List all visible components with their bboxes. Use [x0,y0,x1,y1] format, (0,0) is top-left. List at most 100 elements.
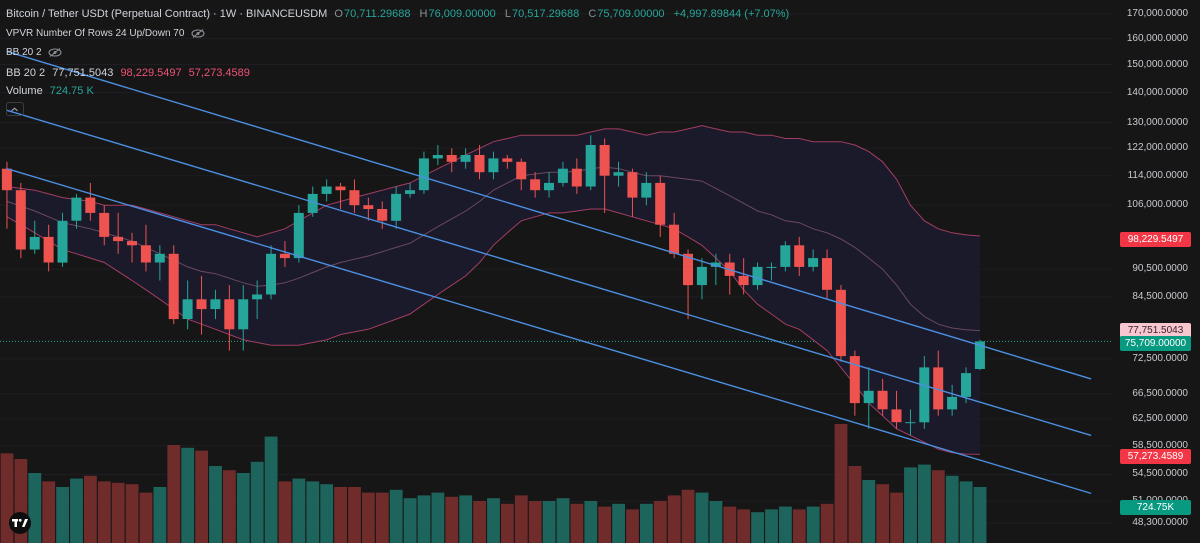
volume-bar [278,481,292,543]
candle-body [57,220,68,263]
bb-hidden-legend[interactable]: BB 20 2 [6,46,62,60]
candle-body [738,275,749,286]
bb-mid-price-label: 77,751.5043 [1120,323,1191,338]
bb-label: BB 20 2 [6,67,46,79]
volume-bar [153,487,167,543]
price-tick-label: 54,500.0000 [1132,468,1188,480]
volume-bar [195,450,208,543]
eye-hidden-icon[interactable] [191,28,205,38]
high-tag: H [419,8,428,20]
volume-bar [751,512,764,543]
volume-bar [459,495,473,543]
volume-bar [598,506,612,543]
volume-bar [848,466,862,543]
volume-bar [765,509,778,543]
candle-body [474,155,485,173]
candle-body [405,190,415,194]
eye-hidden-icon[interactable] [48,47,62,57]
vpvr-legend[interactable]: VPVR Number Of Rows 24 Up/Down 70 [6,27,205,41]
candle-body [460,155,471,162]
price-tick-label: 72,500.0000 [1132,352,1188,364]
change-value: +4,997.89844 (+7.07%) [673,8,790,20]
candle-body [71,197,82,221]
candle-body [571,168,582,187]
volume-bar [320,484,334,543]
volume-bar [528,501,542,543]
volume-bar [223,470,236,543]
bollinger-upper-line [6,125,980,238]
volume-bar [375,492,389,543]
volume-bar [362,492,375,543]
volume-bar [473,501,486,543]
candle-body [29,236,40,250]
candle-body [266,253,276,295]
vpvr-label: VPVR Number Of Rows 24 Up/Down 70 [6,28,185,39]
volume-label: Volume [6,85,43,97]
volume-bar [779,506,792,543]
close-tag: C [588,8,597,20]
price-tick-label: 106,000.0000 [1126,199,1188,211]
bb-hidden-label: BB 20 2 [6,47,42,58]
volume-bar [640,503,653,543]
price-tick-label: 130,000.0000 [1126,116,1188,128]
bollinger-band-fill [7,125,980,455]
volume-bar [681,489,695,543]
bb-legend[interactable]: BB 20 2 77,751.5043 98,229.5497 57,273.4… [6,66,250,80]
volume-bar [612,503,625,543]
candle-body [877,390,888,410]
volume-bar [626,509,639,543]
candle-body [863,390,874,404]
price-tick-label: 150,000.0000 [1126,58,1188,70]
volume-bar [792,509,806,543]
bb-lower-price-label: 57,273.4589 [1120,449,1191,464]
candle-body [293,212,304,259]
volume-bar [292,478,306,543]
candle-body [307,193,318,213]
volume-bar [723,506,737,543]
volume-bar [667,495,681,543]
low-tag: L [504,8,511,20]
channel-line-upper [6,50,1092,380]
volume-bar [56,487,69,543]
candle-body [1,168,12,191]
volume-bar [918,464,931,543]
volume-bar [973,487,987,543]
volume-bar [890,492,903,543]
volume-legend[interactable]: Volume 724.75 K [6,84,94,98]
candle-body [127,241,137,246]
last-price-label: 75,709.00000 [1120,336,1191,351]
price-tick-label: 114,000.0000 [1127,169,1188,181]
collapse-legend-button[interactable] [6,102,24,116]
candle-body [947,396,958,410]
volume-bar [181,447,195,543]
volume-bar [236,473,250,543]
volume-bar [862,480,876,543]
open-tag: O [334,8,343,20]
bb-upper-value: 98,229.5497 [120,67,182,79]
price-tick-label: 84,500.0000 [1132,290,1188,302]
price-tick-label: 58,500.0000 [1132,439,1188,451]
volume-bar [70,478,83,543]
price-tick-label: 140,000.0000 [1126,86,1188,98]
volume-bar [695,492,709,543]
candle-body [599,145,610,176]
volume-bar [348,487,361,543]
candle-body [15,190,26,250]
candle-body [168,253,179,320]
candle-body [140,245,151,263]
candle-body [182,299,193,319]
volume-bar [431,492,445,543]
volume-bar [42,481,56,543]
volume-bar [501,503,514,543]
volume-bar [111,482,125,543]
volume-bar [417,495,431,543]
volume-bar [876,484,890,543]
volume-bar [445,496,459,543]
candle-body [488,158,499,173]
volume-price-label: 724.75K [1120,500,1191,515]
candle-body [321,186,332,194]
candle-body [655,182,666,225]
volume-bar [653,501,667,543]
volume-bar [84,475,97,543]
